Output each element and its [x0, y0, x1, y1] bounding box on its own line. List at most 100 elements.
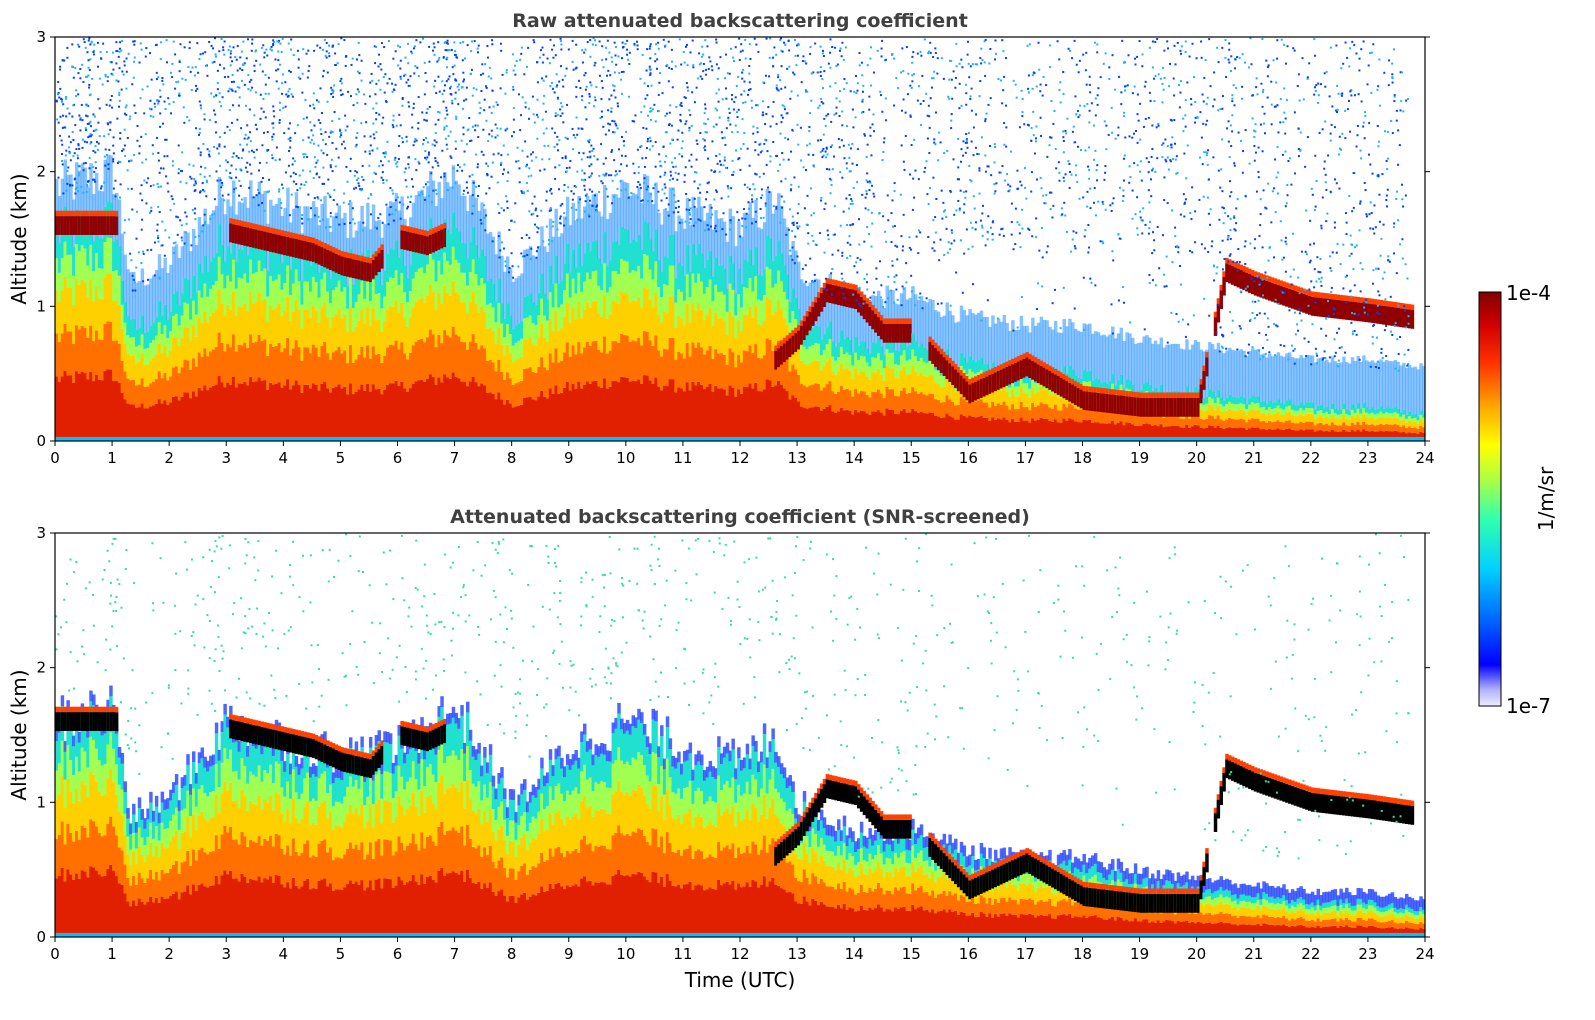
- cloud-cell: [799, 325, 804, 345]
- cloud-cell: [103, 216, 107, 235]
- noise-pixel: [424, 183, 427, 186]
- noise-pixel: [741, 217, 744, 220]
- cloud-cell: [426, 230, 430, 237]
- heatmap-cell: [1407, 420, 1412, 427]
- heatmap-cell: [545, 252, 550, 300]
- cloud-cell: [1347, 295, 1352, 302]
- heatmap-cell: [140, 268, 145, 316]
- heatmap-cell: [1393, 412, 1398, 418]
- noise-pixel: [614, 96, 617, 99]
- heatmap-cell: [514, 436, 518, 441]
- noise-pixel: [717, 100, 720, 103]
- heatmap-cell: [622, 436, 627, 441]
- heatmap-cell: [223, 214, 227, 262]
- noise-pixel: [744, 57, 747, 60]
- noise-pixel: [1320, 327, 1323, 330]
- heatmap-cell: [257, 436, 262, 441]
- heatmap-cell: [457, 184, 461, 232]
- cloud-cell: [879, 320, 884, 340]
- heatmap-cell: [560, 328, 564, 361]
- cloud-cell: [1105, 393, 1109, 413]
- cloud-cell: [1148, 397, 1152, 417]
- heatmap-cell: [1182, 349, 1186, 397]
- cloud-cell: [1059, 372, 1064, 378]
- heatmap-cell: [991, 386, 995, 402]
- heatmap-cell: [797, 401, 801, 437]
- noise-pixel: [551, 127, 554, 130]
- noise-pixel: [421, 191, 424, 194]
- cloud-cell: [1002, 368, 1007, 388]
- heatmap-cell: [63, 241, 68, 277]
- heatmap-cell: [931, 375, 935, 394]
- heatmap-cell: [1128, 422, 1132, 437]
- heatmap-cell: [463, 436, 467, 441]
- noise-pixel: [919, 50, 922, 53]
- heatmap-cell: [991, 436, 995, 441]
- cloud-cell: [1048, 365, 1052, 371]
- heatmap-cell: [688, 436, 693, 441]
- noise-pixel: [1173, 119, 1176, 122]
- heatmap-cell: [1376, 413, 1380, 419]
- heatmap-cell: [825, 406, 830, 437]
- heatmap-cell: [411, 278, 416, 308]
- heatmap-cell: [354, 326, 359, 360]
- noise-pixel: [248, 186, 251, 189]
- heatmap-cell: [63, 159, 68, 207]
- heatmap-cell: [637, 338, 641, 380]
- heatmap-cell: [457, 294, 461, 337]
- cloud-cell: [1119, 395, 1124, 415]
- noise-pixel: [646, 185, 649, 188]
- noise-pixel: [282, 73, 285, 76]
- heatmap-cell: [662, 436, 667, 441]
- heatmap-cell: [925, 413, 929, 437]
- heatmap-cell: [183, 359, 187, 393]
- heatmap-cell: [1396, 436, 1400, 441]
- heatmap-cell: [1230, 403, 1235, 411]
- heatmap-cell: [120, 304, 125, 329]
- heatmap-cell: [585, 272, 590, 303]
- heatmap-cell: [1379, 411, 1383, 417]
- heatmap-cell: [426, 186, 430, 234]
- heatmap-cell: [457, 262, 461, 295]
- cloud-cell: [788, 338, 792, 358]
- noise-pixel: [324, 143, 327, 146]
- heatmap-cell: [289, 269, 293, 296]
- cloud-cell: [326, 244, 330, 250]
- noise-pixel: [880, 284, 883, 287]
- heatmap-cell: [688, 224, 693, 272]
- noise-pixel: [748, 188, 751, 191]
- heatmap-cell: [988, 436, 992, 441]
- cloud-cell: [300, 240, 304, 260]
- heatmap-cell: [1285, 436, 1289, 441]
- noise-pixel: [880, 47, 883, 50]
- noise-pixel: [272, 133, 275, 136]
- heatmap-cell: [1093, 409, 1098, 423]
- heatmap-cell: [497, 392, 501, 437]
- heatmap-cell: [92, 271, 96, 302]
- heatmap-cell: [1208, 397, 1212, 405]
- noise-pixel: [1082, 276, 1085, 279]
- heatmap-cell: [423, 196, 427, 244]
- heatmap-cell: [114, 340, 119, 381]
- heatmap-cell: [183, 327, 187, 360]
- heatmap-cell: [768, 299, 772, 340]
- cloud-cell: [1253, 271, 1258, 277]
- cloud-cell: [834, 285, 838, 305]
- heatmap-cell: [243, 436, 247, 441]
- noise-pixel: [604, 133, 607, 136]
- noise-pixel: [940, 57, 943, 60]
- noise-pixel: [1236, 56, 1239, 59]
- heatmap-cell: [1302, 410, 1306, 416]
- heatmap-cell: [117, 199, 122, 247]
- noise-pixel: [881, 110, 884, 113]
- heatmap-cell: [434, 436, 439, 441]
- heatmap-cell: [839, 385, 844, 408]
- heatmap-cell: [759, 228, 764, 276]
- cloud-cell: [1179, 392, 1183, 398]
- heatmap-cell: [217, 375, 222, 437]
- heatmap-cell: [1316, 436, 1320, 441]
- noise-pixel: [628, 63, 631, 66]
- heatmap-cell: [417, 191, 421, 239]
- heatmap-cell: [1236, 419, 1241, 429]
- heatmap-cell: [523, 318, 527, 341]
